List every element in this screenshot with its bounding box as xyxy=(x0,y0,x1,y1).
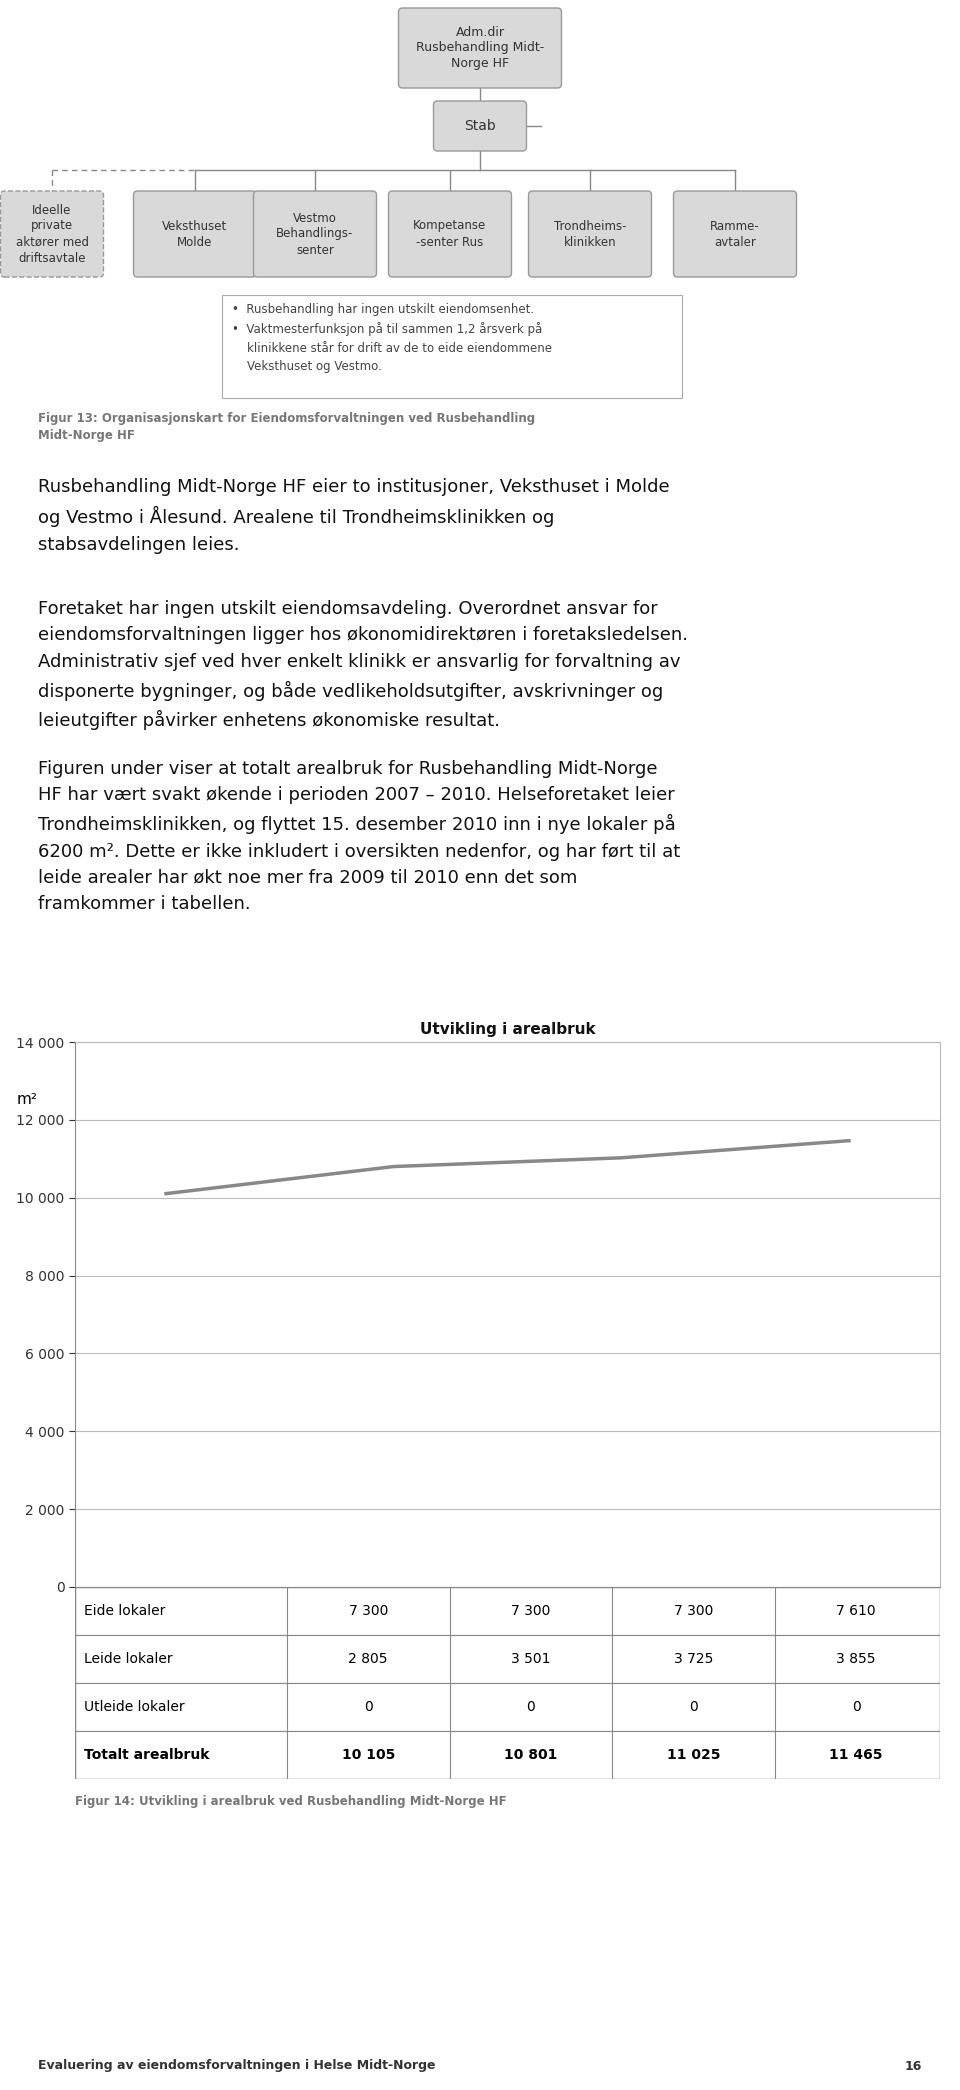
FancyBboxPatch shape xyxy=(133,190,256,278)
FancyBboxPatch shape xyxy=(1,190,104,278)
Text: Figur 14: Utvikling i arealbruk ved Rusbehandling Midt-Norge HF: Figur 14: Utvikling i arealbruk ved Rusb… xyxy=(75,1795,507,1808)
Text: 3 501: 3 501 xyxy=(511,1651,551,1666)
Text: Evaluering av eiendomsforvaltningen i Helse Midt-Norge: Evaluering av eiendomsforvaltningen i He… xyxy=(38,2059,436,2073)
Text: •  Rusbehandling har ingen utskilt eiendomsenhet.
•  Vaktmesterfunksjon på til s: • Rusbehandling har ingen utskilt eiendo… xyxy=(232,303,552,372)
FancyBboxPatch shape xyxy=(389,190,512,278)
Text: 3 725: 3 725 xyxy=(674,1651,713,1666)
Text: Stab: Stab xyxy=(464,119,496,134)
Text: Figur 13: Organisasjonskart for Eiendomsforvaltningen ved Rusbehandling
Midt-Nor: Figur 13: Organisasjonskart for Eiendoms… xyxy=(38,412,535,441)
Text: 0: 0 xyxy=(364,1699,372,1714)
Text: 10 105: 10 105 xyxy=(342,1747,395,1762)
Text: 2 805: 2 805 xyxy=(348,1651,388,1666)
Text: Ramme-
avtaler: Ramme- avtaler xyxy=(710,219,760,249)
Text: Trondheims-
klinikken: Trondheims- klinikken xyxy=(554,219,626,249)
Text: 0: 0 xyxy=(526,1699,536,1714)
FancyBboxPatch shape xyxy=(398,8,562,88)
Text: 7 610: 7 610 xyxy=(836,1603,876,1618)
Text: 11 025: 11 025 xyxy=(667,1747,720,1762)
Text: Veksthuset
Molde: Veksthuset Molde xyxy=(162,219,228,249)
FancyBboxPatch shape xyxy=(674,190,797,278)
Text: 7 300: 7 300 xyxy=(511,1603,550,1618)
Text: 7 300: 7 300 xyxy=(674,1603,713,1618)
FancyBboxPatch shape xyxy=(434,100,526,150)
Bar xyxy=(75,1682,940,1731)
Text: Totalt arealbruk: Totalt arealbruk xyxy=(84,1747,209,1762)
Text: Rusbehandling Midt-Norge HF eier to institusjoner, Veksthuset i Molde
og Vestmo : Rusbehandling Midt-Norge HF eier to inst… xyxy=(38,479,670,554)
Text: 0: 0 xyxy=(689,1699,698,1714)
Text: 10 801: 10 801 xyxy=(504,1747,558,1762)
Text: 7 300: 7 300 xyxy=(348,1603,388,1618)
Text: Foretaket har ingen utskilt eiendomsavdeling. Overordnet ansvar for
eiendomsforv: Foretaket har ingen utskilt eiendomsavde… xyxy=(38,600,688,729)
Text: Leide lokaler: Leide lokaler xyxy=(84,1651,172,1666)
Text: Vestmo
Behandlings-
senter: Vestmo Behandlings- senter xyxy=(276,211,353,257)
Text: 0: 0 xyxy=(852,1699,860,1714)
Text: Adm.dir
Rusbehandling Midt-
Norge HF: Adm.dir Rusbehandling Midt- Norge HF xyxy=(416,25,544,71)
Text: Eide lokaler: Eide lokaler xyxy=(84,1603,165,1618)
FancyBboxPatch shape xyxy=(529,190,652,278)
Bar xyxy=(75,1586,940,1634)
Text: 11 465: 11 465 xyxy=(829,1747,883,1762)
Text: Figuren under viser at totalt arealbruk for Rusbehandling Midt-Norge
HF har vært: Figuren under viser at totalt arealbruk … xyxy=(38,761,681,913)
Bar xyxy=(75,1731,940,1779)
Text: Utleide lokaler: Utleide lokaler xyxy=(84,1699,184,1714)
Text: Kompetanse
-senter Rus: Kompetanse -senter Rus xyxy=(414,219,487,249)
Title: Utvikling i arealbruk: Utvikling i arealbruk xyxy=(420,1022,595,1037)
Bar xyxy=(75,1634,940,1682)
Bar xyxy=(222,295,682,397)
Text: 16: 16 xyxy=(904,2059,922,2073)
Y-axis label: m²: m² xyxy=(17,1093,38,1108)
Text: 3 855: 3 855 xyxy=(836,1651,876,1666)
FancyBboxPatch shape xyxy=(253,190,376,278)
Text: Ideelle
private
aktører med
driftsavtale: Ideelle private aktører med driftsavtale xyxy=(15,203,88,265)
